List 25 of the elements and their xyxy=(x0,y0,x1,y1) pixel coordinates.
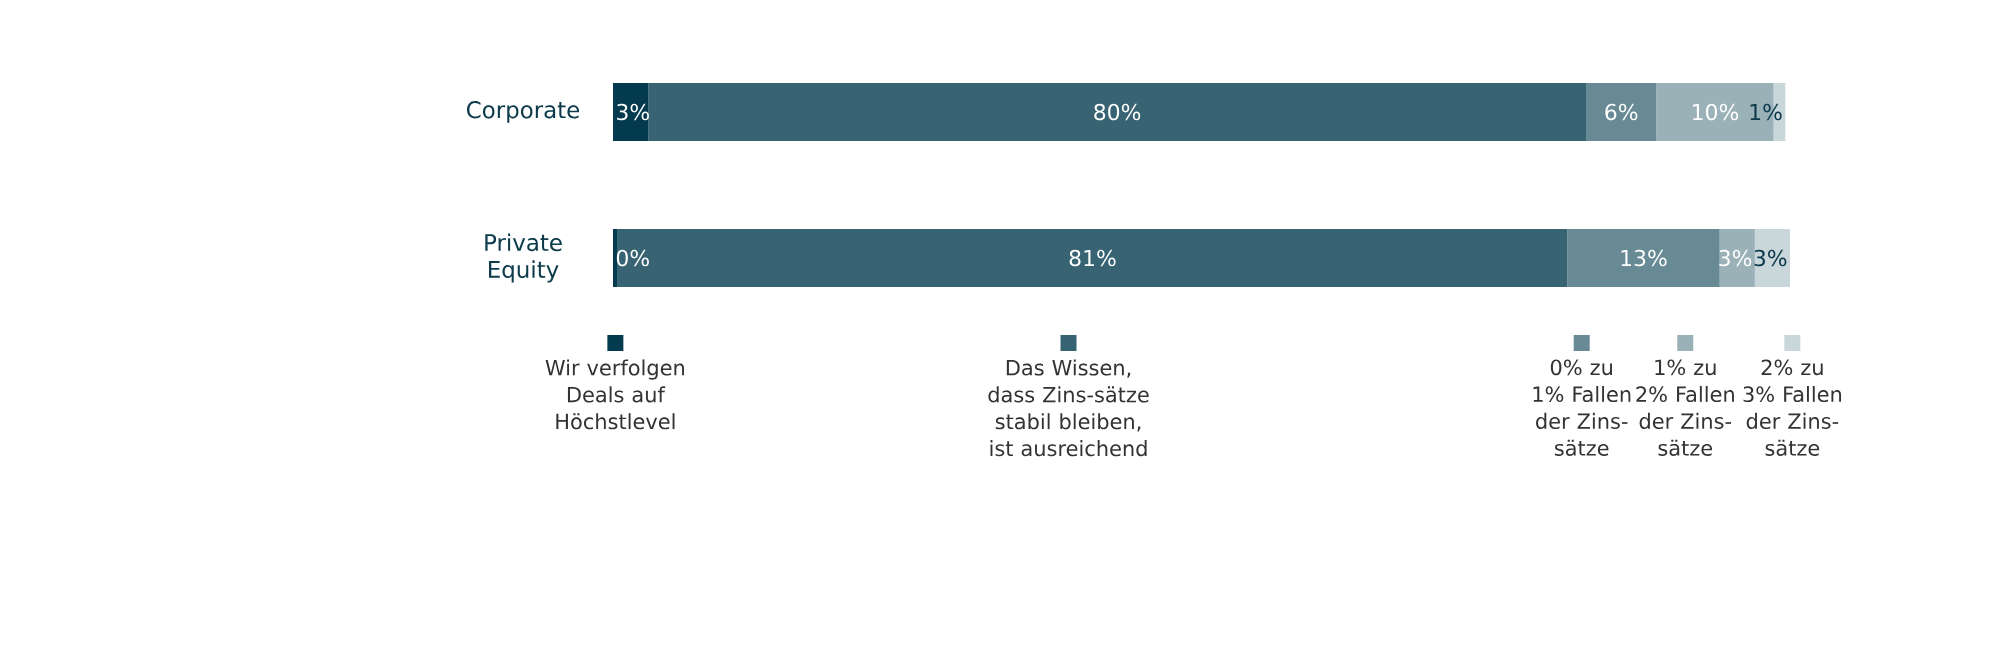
data-label: 0% xyxy=(616,249,649,267)
bar xyxy=(648,83,1587,141)
legend-label: Das Wissen, dass Zins-sätze stabil bleiben, ist ausreichend xyxy=(988,359,1149,457)
data-label: 81% xyxy=(1069,249,1116,267)
bar xyxy=(1586,83,1657,141)
data-label: 1% xyxy=(1750,103,1782,121)
bar xyxy=(1719,229,1755,287)
legend-label: 0% zu 1% Fallen der Zins-sätze xyxy=(1533,359,1631,456)
y-tick-label: Private Equity xyxy=(485,233,562,283)
bar xyxy=(617,229,1568,287)
bar xyxy=(1567,229,1720,287)
data-label: 6% xyxy=(1605,103,1638,121)
y-tick-label: Corporate xyxy=(467,101,580,123)
legend-label: 1% zu 2% Fallen der Zins-sätze xyxy=(1636,359,1734,456)
data-label: 10% xyxy=(1693,103,1739,121)
data-label: 3% xyxy=(1719,249,1752,267)
data-label: 3% xyxy=(1754,249,1787,267)
bar xyxy=(613,83,649,141)
legend-label: Wir verfolgen Deals auf Höchstlevel xyxy=(545,359,684,430)
data-label: 3% xyxy=(617,103,649,121)
data-label: 80% xyxy=(1094,103,1141,121)
legend-label: 2% zu 3% Fallen der Zins-sätze xyxy=(1743,359,1842,456)
bar xyxy=(1754,229,1791,287)
data-label: 13% xyxy=(1621,249,1667,267)
bar xyxy=(613,229,618,287)
